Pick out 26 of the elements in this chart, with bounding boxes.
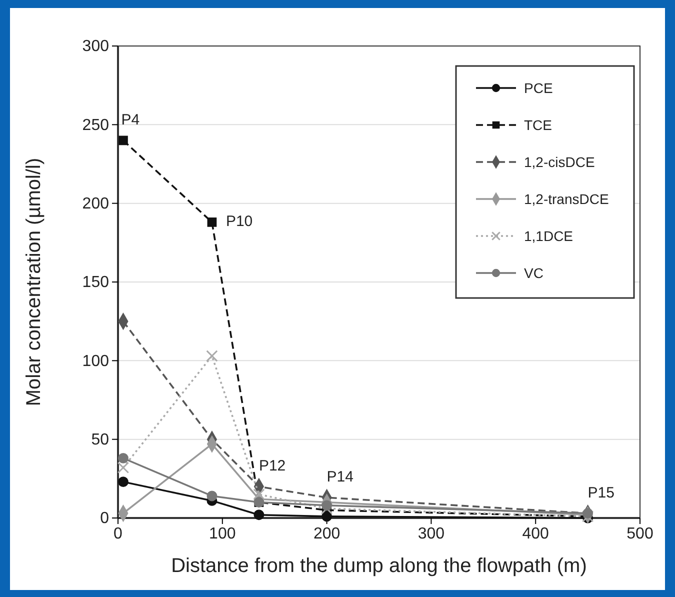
y-tick-label: 200: [82, 195, 110, 212]
legend-label: PCE: [524, 80, 553, 96]
x-tick-label: 400: [522, 525, 550, 542]
x-axis-title: Distance from the dump along the flowpath (m): [171, 555, 587, 577]
legend-label: 1,1DCE: [524, 228, 574, 244]
annotation: P10: [226, 213, 253, 230]
y-tick-label: 300: [82, 38, 110, 56]
y-tick-label: 0: [100, 510, 110, 528]
legend-label: TCE: [524, 117, 552, 133]
legend-label: 1,2-cisDCE: [524, 154, 595, 170]
legend-label: 1,2-transDCE: [524, 191, 609, 207]
x-tick-label: 200: [313, 525, 340, 542]
annotation: P4: [121, 111, 140, 128]
x-tick-label: 100: [209, 525, 236, 542]
y-tick-label: 50: [91, 431, 110, 448]
legend-label: VC: [524, 265, 544, 281]
annotation: P12: [258, 458, 286, 475]
y-tick-label: 150: [82, 274, 110, 292]
x-tick-label: 0: [114, 525, 123, 542]
annotation: P14: [326, 468, 354, 486]
y-tick-label: 100: [82, 352, 110, 370]
y-axis-title: Molar concentration (µmol/l): [23, 158, 45, 406]
x-tick-label: 300: [418, 525, 445, 542]
annotation: P15: [588, 484, 615, 502]
y-tick-label: 250: [82, 116, 110, 134]
x-tick-label: 500: [626, 525, 654, 542]
